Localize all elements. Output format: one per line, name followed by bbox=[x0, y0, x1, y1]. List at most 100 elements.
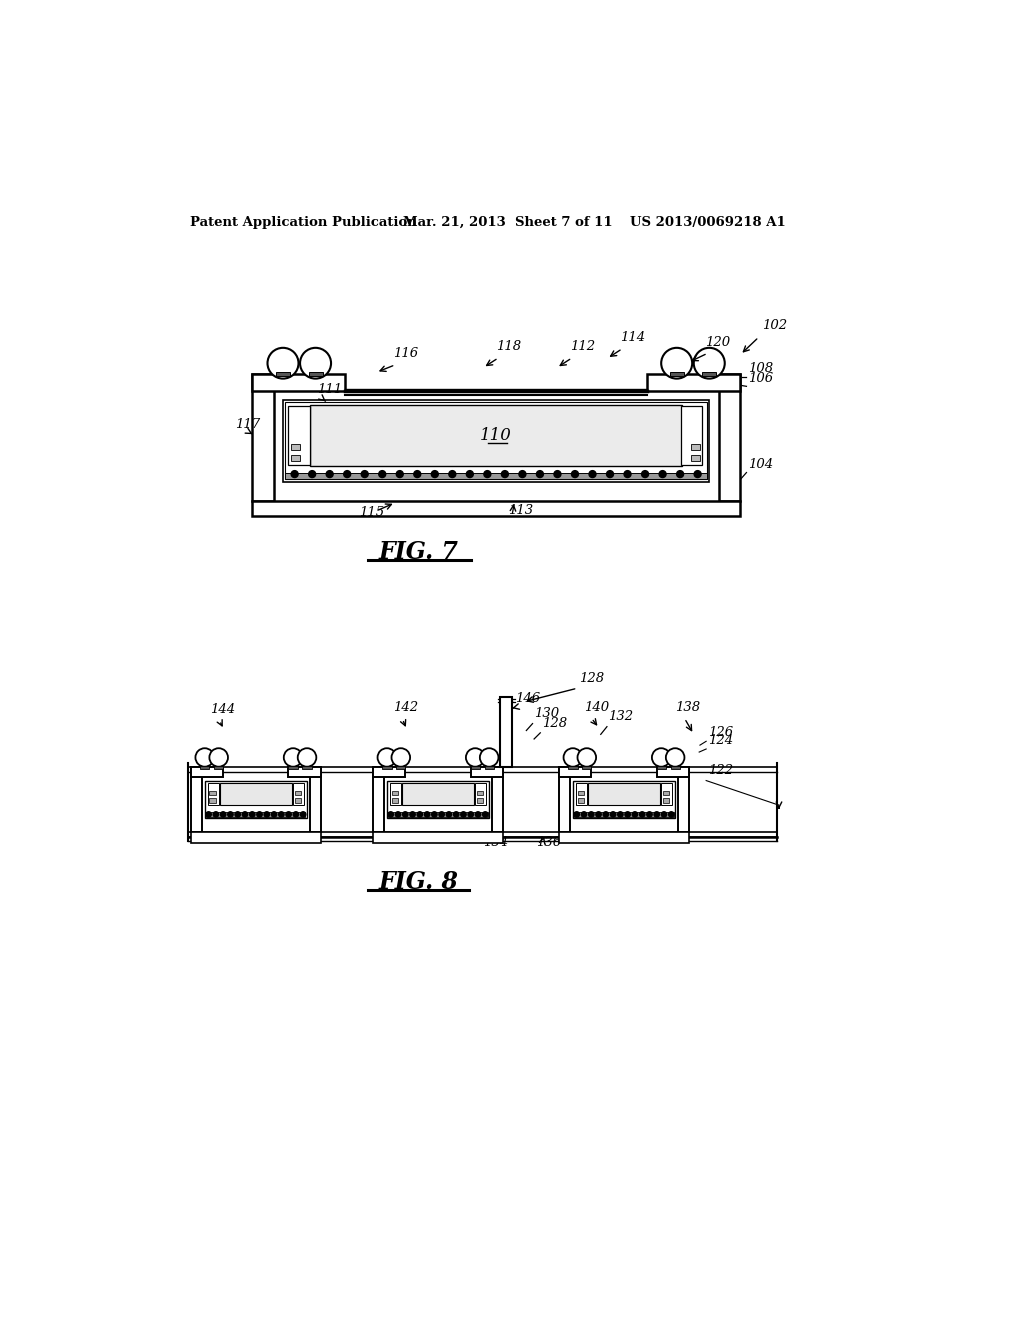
Bar bbox=[681, 407, 702, 465]
Circle shape bbox=[589, 812, 594, 817]
Bar bbox=[475, 783, 486, 805]
Bar bbox=[690, 444, 700, 450]
Circle shape bbox=[300, 348, 331, 379]
Circle shape bbox=[424, 812, 430, 817]
Circle shape bbox=[388, 812, 393, 817]
Bar bbox=[209, 799, 216, 803]
Circle shape bbox=[402, 812, 408, 817]
Bar bbox=[310, 405, 682, 466]
Circle shape bbox=[432, 812, 437, 817]
Circle shape bbox=[417, 812, 423, 817]
Circle shape bbox=[563, 748, 583, 767]
Bar bbox=[477, 799, 483, 803]
Circle shape bbox=[669, 812, 674, 817]
Circle shape bbox=[395, 812, 400, 817]
Text: Mar. 21, 2013  Sheet 7 of 11: Mar. 21, 2013 Sheet 7 of 11 bbox=[403, 216, 612, 230]
Text: FIG. 7: FIG. 7 bbox=[379, 540, 459, 565]
Text: 138: 138 bbox=[675, 701, 700, 714]
Circle shape bbox=[327, 471, 333, 478]
Circle shape bbox=[693, 348, 725, 379]
Bar bbox=[493, 767, 503, 832]
Bar bbox=[647, 374, 740, 391]
Circle shape bbox=[484, 471, 490, 478]
Circle shape bbox=[257, 812, 262, 817]
Circle shape bbox=[666, 748, 684, 767]
Circle shape bbox=[449, 471, 456, 478]
Circle shape bbox=[454, 812, 459, 817]
Circle shape bbox=[642, 471, 648, 478]
Text: 128: 128 bbox=[579, 672, 604, 685]
Text: 108: 108 bbox=[748, 363, 773, 375]
Circle shape bbox=[446, 812, 452, 817]
Text: 111: 111 bbox=[317, 383, 342, 396]
Circle shape bbox=[396, 471, 403, 478]
Circle shape bbox=[694, 471, 701, 478]
Circle shape bbox=[308, 471, 315, 478]
Bar bbox=[575, 783, 587, 805]
Bar bbox=[289, 767, 321, 777]
Bar bbox=[252, 374, 273, 502]
Text: 115: 115 bbox=[359, 507, 384, 520]
Text: 102: 102 bbox=[762, 319, 787, 333]
Circle shape bbox=[391, 748, 410, 767]
Text: 126: 126 bbox=[708, 726, 733, 739]
Bar bbox=[286, 474, 707, 479]
Circle shape bbox=[578, 748, 596, 767]
Circle shape bbox=[250, 812, 255, 817]
Circle shape bbox=[234, 812, 241, 817]
Bar bbox=[388, 812, 487, 817]
Circle shape bbox=[293, 812, 299, 817]
Circle shape bbox=[639, 812, 645, 817]
Circle shape bbox=[286, 812, 291, 817]
Circle shape bbox=[206, 812, 211, 817]
Circle shape bbox=[414, 471, 421, 478]
Bar bbox=[663, 791, 669, 795]
Bar bbox=[208, 783, 219, 805]
Bar bbox=[656, 766, 666, 770]
Bar bbox=[373, 832, 503, 843]
Bar bbox=[190, 767, 223, 777]
Bar bbox=[572, 780, 675, 818]
Bar bbox=[500, 697, 512, 767]
Bar bbox=[559, 832, 689, 843]
Bar bbox=[391, 791, 397, 795]
Circle shape bbox=[647, 812, 652, 817]
Text: 130: 130 bbox=[535, 708, 559, 721]
Circle shape bbox=[475, 812, 480, 817]
Circle shape bbox=[652, 748, 671, 767]
Bar bbox=[308, 372, 323, 376]
Circle shape bbox=[606, 471, 613, 478]
Bar bbox=[568, 766, 578, 770]
Circle shape bbox=[344, 471, 350, 478]
Circle shape bbox=[291, 471, 298, 478]
Bar bbox=[252, 374, 345, 391]
Bar bbox=[205, 780, 307, 818]
Circle shape bbox=[466, 471, 473, 478]
Bar bbox=[289, 766, 298, 770]
Bar bbox=[190, 767, 202, 832]
Text: 120: 120 bbox=[706, 335, 730, 348]
Bar bbox=[387, 780, 489, 818]
Text: 117: 117 bbox=[234, 418, 260, 430]
Text: 136: 136 bbox=[536, 836, 561, 849]
Bar bbox=[190, 832, 321, 843]
Bar bbox=[589, 783, 659, 805]
Bar bbox=[670, 372, 684, 376]
Circle shape bbox=[480, 748, 499, 767]
Text: 122: 122 bbox=[708, 764, 733, 777]
Bar bbox=[373, 767, 384, 832]
Bar bbox=[484, 766, 494, 770]
Circle shape bbox=[300, 812, 306, 817]
Circle shape bbox=[662, 348, 692, 379]
Circle shape bbox=[220, 812, 226, 817]
Circle shape bbox=[617, 812, 623, 817]
Circle shape bbox=[654, 812, 659, 817]
Bar bbox=[662, 783, 672, 805]
Bar bbox=[396, 766, 406, 770]
Text: 104: 104 bbox=[748, 458, 773, 471]
Circle shape bbox=[209, 748, 228, 767]
Circle shape bbox=[410, 812, 416, 817]
Circle shape bbox=[379, 471, 386, 478]
Circle shape bbox=[502, 471, 508, 478]
Circle shape bbox=[574, 812, 580, 817]
